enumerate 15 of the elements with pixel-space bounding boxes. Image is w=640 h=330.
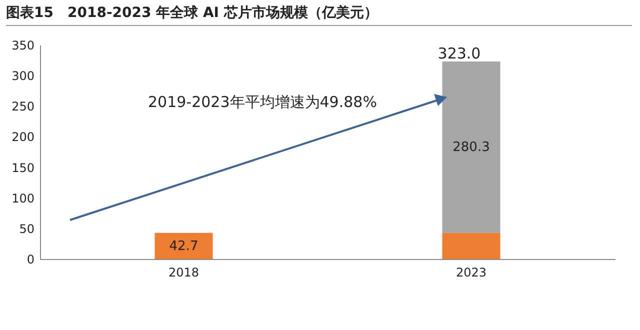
total-label: 323.0: [438, 44, 481, 63]
x-tick-label: 2018: [168, 266, 200, 280]
chart-title: 图表15 2018-2023 年全球 AI 芯片市场规模（亿美元）: [6, 4, 632, 26]
y-tick-label: 0: [26, 252, 34, 266]
data-label: 280.3: [452, 140, 490, 156]
y-tick-label: 250: [12, 100, 34, 114]
y-tick-label: 100: [12, 191, 34, 206]
y-tick-label: 50: [19, 222, 34, 236]
y-tick-label: 300: [12, 69, 34, 84]
x-tick-label: 2023: [456, 266, 487, 280]
annotation: 2019-2023年平均增速为49.88%: [148, 93, 377, 112]
y-tick-label: 200: [12, 130, 34, 144]
y-tick-label: 350: [12, 38, 34, 52]
y-tick-label: 150: [12, 160, 34, 175]
data-label: 42.7: [169, 238, 198, 254]
